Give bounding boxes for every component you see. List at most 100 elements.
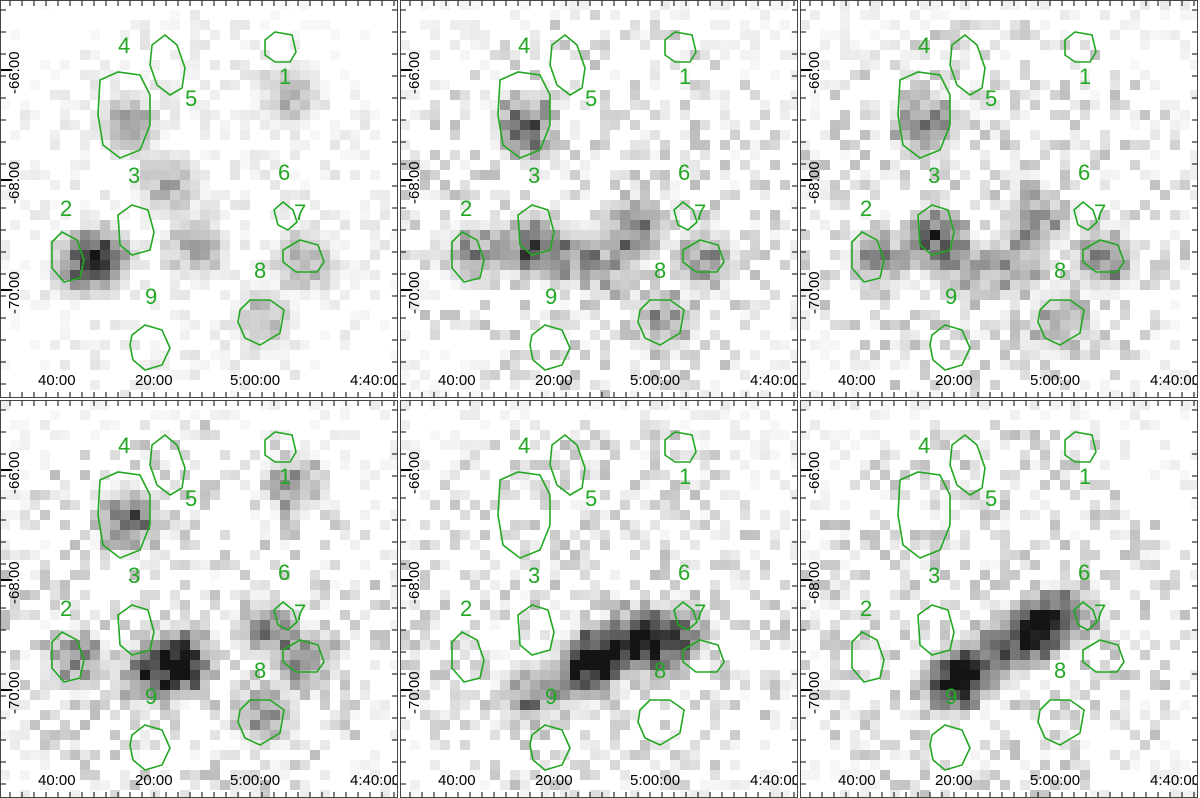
region-contour-3 xyxy=(917,604,955,656)
intensity-map xyxy=(400,400,798,798)
region-label-2: 2 xyxy=(860,596,873,621)
region-contour-1 xyxy=(1064,431,1097,463)
y-tick-label: -68:00 xyxy=(806,561,823,604)
region-contour-9 xyxy=(929,724,971,771)
region-contour-6 xyxy=(273,200,298,231)
region-contour-1 xyxy=(664,431,697,463)
y-tick-label: -66:00 xyxy=(406,51,423,94)
x-tick-label: 4:40:00 xyxy=(350,772,398,789)
y-tick-label: -66:00 xyxy=(6,51,23,94)
region-label-9: 9 xyxy=(945,284,958,309)
region-contour-1 xyxy=(264,431,297,463)
intensity-map xyxy=(400,0,798,398)
y-tick-label: -68:00 xyxy=(6,161,23,204)
region-contour-5 xyxy=(549,33,586,96)
region-label-1: 1 xyxy=(1079,464,1092,489)
region-contour-2 xyxy=(51,231,85,283)
noise-pixels xyxy=(0,400,398,798)
region-contour-5 xyxy=(949,33,986,96)
x-tick-label: 5:00:00 xyxy=(630,772,681,789)
region-label-9: 9 xyxy=(945,684,958,709)
region-label-2: 2 xyxy=(460,196,473,221)
x-tick-label: 40:00 xyxy=(38,372,76,389)
region-label-9: 9 xyxy=(545,684,558,709)
map-panel-top-left: 4 5 1 3 2 6 7 8 9 -66:00 -68:00 -70:00 40:00 20:00 5:0… xyxy=(0,0,398,398)
region-label-5: 5 xyxy=(585,486,598,511)
region-contour-9 xyxy=(929,324,971,371)
region-contour-7 xyxy=(682,239,725,273)
region-contour-9 xyxy=(529,324,571,371)
region-contour-3 xyxy=(917,204,955,256)
x-tick-label: 40:00 xyxy=(438,772,476,789)
noise-pixels xyxy=(400,400,798,798)
x-tick-label: 40:00 xyxy=(838,772,876,789)
intensity-map xyxy=(0,400,398,798)
x-tick-label: 20:00 xyxy=(935,372,973,389)
x-tick-label: 5:00:00 xyxy=(1030,772,1081,789)
region-label-5: 5 xyxy=(185,86,198,111)
region-contour-9 xyxy=(529,724,571,771)
noise-pixels xyxy=(400,0,798,398)
region-contour-9 xyxy=(129,724,171,771)
region-label-6: 6 xyxy=(278,560,291,585)
region-label-8: 8 xyxy=(1054,258,1067,283)
region-label-2: 2 xyxy=(60,196,73,221)
region-label-8: 8 xyxy=(654,658,667,683)
region-label-4: 4 xyxy=(918,433,931,458)
x-tick-label: 4:40:00 xyxy=(750,372,798,389)
region-contour-6 xyxy=(273,600,298,631)
y-tick-label: -66:00 xyxy=(806,451,823,494)
region-contour-4 xyxy=(497,471,551,559)
region-label-7: 7 xyxy=(294,600,307,625)
x-tick-label: 40:00 xyxy=(438,372,476,389)
region-contour-2 xyxy=(851,631,885,683)
region-contour-6 xyxy=(673,200,698,231)
intensity-map xyxy=(800,0,1198,398)
region-label-6: 6 xyxy=(1078,160,1091,185)
region-contour-2 xyxy=(851,231,885,283)
y-tick-label: -70:00 xyxy=(6,671,23,714)
region-contour-8 xyxy=(637,299,685,346)
x-tick-label: 20:00 xyxy=(935,772,973,789)
region-label-9: 9 xyxy=(145,284,158,309)
region-contour-3 xyxy=(117,204,155,256)
region-contour-8 xyxy=(1037,299,1085,346)
noise-pixels xyxy=(800,0,1198,398)
region-contour-2 xyxy=(451,231,485,283)
x-tick-label: 4:40:00 xyxy=(1150,372,1198,389)
region-contour-3 xyxy=(517,604,555,656)
region-contour-5 xyxy=(549,433,586,496)
region-contour-4 xyxy=(497,71,551,159)
region-label-2: 2 xyxy=(460,596,473,621)
region-label-3: 3 xyxy=(528,163,541,188)
region-contour-3 xyxy=(517,204,555,256)
y-tick-label: -70:00 xyxy=(406,271,423,314)
x-tick-label: 4:40:00 xyxy=(1150,772,1198,789)
region-label-4: 4 xyxy=(518,433,531,458)
y-tick-label: -66:00 xyxy=(806,51,823,94)
y-tick-label: -68:00 xyxy=(406,561,423,604)
region-label-9: 9 xyxy=(545,284,558,309)
region-label-8: 8 xyxy=(254,258,267,283)
region-label-8: 8 xyxy=(1054,658,1067,683)
y-tick-label: -66:00 xyxy=(406,451,423,494)
region-contour-8 xyxy=(637,699,685,746)
x-tick-label: 4:40:00 xyxy=(750,772,798,789)
region-label-7: 7 xyxy=(694,200,707,225)
region-label-7: 7 xyxy=(1094,600,1107,625)
region-contour-2 xyxy=(451,631,485,683)
region-label-3: 3 xyxy=(128,163,141,188)
region-label-1: 1 xyxy=(679,64,692,89)
region-contour-4 xyxy=(897,471,951,559)
intensity-map xyxy=(0,0,398,398)
x-tick-label: 4:40:00 xyxy=(350,372,398,389)
region-contour-5 xyxy=(149,33,186,96)
region-contour-8 xyxy=(237,699,285,746)
map-panel-top-right: 4 5 1 3 2 6 7 8 9 -66:00 -68:00 -70:00 40:00 20:00 5:0… xyxy=(800,0,1198,398)
region-label-7: 7 xyxy=(694,600,707,625)
region-label-3: 3 xyxy=(928,163,941,188)
map-panel-bottom-middle: 4 5 1 3 2 6 7 8 9 -66:00 -68:00 -70:00 40:00 20:00 5:0… xyxy=(400,400,798,798)
region-contour-1 xyxy=(264,31,297,63)
region-contour-7 xyxy=(282,639,325,673)
